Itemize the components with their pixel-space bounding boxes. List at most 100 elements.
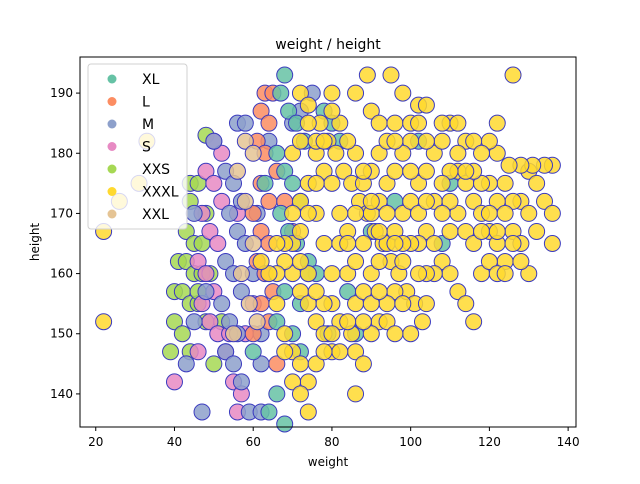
point-xxxl — [394, 84, 412, 102]
point-m — [217, 253, 235, 271]
point-s — [189, 343, 207, 361]
legend-label: XL — [142, 72, 160, 88]
chart-title: weight / height — [275, 37, 381, 53]
point-xxl — [232, 265, 250, 283]
point-m — [197, 283, 215, 301]
point-xxxl — [362, 295, 380, 313]
point-xxxl — [417, 222, 435, 240]
legend-label: M — [142, 117, 154, 133]
point-xxxl — [95, 313, 113, 331]
point-xl — [276, 66, 294, 84]
point-xxxl — [339, 132, 357, 150]
point-xxxl — [465, 132, 483, 150]
point-xxxl — [543, 235, 561, 253]
legend-marker — [107, 142, 117, 151]
point-m — [177, 355, 195, 373]
point-xxl — [244, 144, 262, 162]
legend-label: XXXL — [142, 185, 179, 201]
point-xxxl — [291, 253, 309, 271]
point-xxxl — [284, 204, 302, 222]
point-l — [244, 204, 262, 222]
point-xxxl — [268, 235, 286, 253]
point-xxxl — [299, 114, 317, 132]
point-m — [232, 373, 250, 391]
point-xxxl — [449, 283, 467, 301]
point-m — [221, 204, 239, 222]
point-xxxl — [315, 235, 333, 253]
y-tick-label: 160 — [50, 267, 73, 281]
point-xxxl — [327, 144, 345, 162]
point-xxxl — [543, 204, 561, 222]
point-xxs — [162, 343, 180, 361]
y-tick-label: 140 — [50, 387, 73, 401]
point-xxl — [236, 132, 254, 150]
point-xl — [256, 174, 274, 192]
point-xl — [268, 313, 286, 331]
point-xxl — [240, 295, 258, 313]
point-m — [236, 114, 254, 132]
point-xxxl — [512, 253, 530, 271]
point-xxxl — [284, 373, 302, 391]
point-xl — [284, 174, 302, 192]
point-xxxl — [378, 174, 396, 192]
point-xxxl — [362, 192, 380, 210]
point-xxxl — [488, 222, 506, 240]
point-xxxl — [347, 253, 365, 271]
point-xxxl — [410, 174, 428, 192]
point-xl — [276, 415, 294, 433]
legend: XL LMS XXS XXXL XXL — [87, 63, 188, 230]
point-xxxl — [378, 204, 396, 222]
point-l — [260, 114, 278, 132]
point-s — [213, 144, 231, 162]
point-xxxl — [520, 204, 538, 222]
point-xxxl — [370, 253, 388, 271]
point-xxxl — [449, 144, 467, 162]
point-xxxl — [370, 222, 388, 240]
point-xxxl — [536, 192, 554, 210]
point-xxxl — [410, 114, 428, 132]
point-xxxl — [433, 174, 451, 192]
point-l — [260, 192, 278, 210]
point-s — [197, 162, 215, 180]
point-xxxl — [370, 144, 388, 162]
y-axis-ticks: 140 150 160 170 180 190 — [50, 86, 80, 401]
point-xxxl — [362, 102, 380, 120]
point-xxxl — [425, 235, 443, 253]
point-xxxl — [433, 253, 451, 271]
x-tick-label: 100 — [399, 435, 422, 449]
point-m — [228, 222, 246, 240]
point-m — [213, 295, 231, 313]
point-xxxl — [331, 343, 349, 361]
point-xxxl — [370, 114, 388, 132]
point-xxxl — [441, 222, 459, 240]
legend-label: S — [142, 140, 151, 156]
point-xxxl — [433, 114, 451, 132]
point-xxxl — [488, 192, 506, 210]
point-xxxl — [394, 253, 412, 271]
point-xxxl — [496, 174, 514, 192]
point-s — [209, 235, 227, 253]
point-xxs — [165, 313, 183, 331]
point-xxxl — [417, 162, 435, 180]
point-s — [189, 253, 207, 271]
legend-marker — [107, 187, 117, 196]
point-xxxl — [291, 84, 309, 102]
point-xxxl — [473, 222, 491, 240]
point-xxxl — [441, 265, 459, 283]
point-xxxl — [323, 325, 341, 343]
point-m — [205, 132, 223, 150]
point-xxxl — [500, 156, 518, 174]
y-tick-label: 170 — [50, 206, 73, 220]
point-xxxl — [480, 253, 498, 271]
point-xxxl — [382, 66, 400, 84]
point-xxxl — [410, 265, 428, 283]
point-xxxl — [433, 132, 451, 150]
plot-frame — [79, 56, 577, 428]
point-xxxl — [291, 385, 309, 403]
point-xxxl — [268, 295, 286, 313]
point-xxxl — [425, 144, 443, 162]
point-xxxl — [315, 162, 333, 180]
point-xxxl — [291, 355, 309, 373]
x-tick-label: 40 — [167, 435, 182, 449]
